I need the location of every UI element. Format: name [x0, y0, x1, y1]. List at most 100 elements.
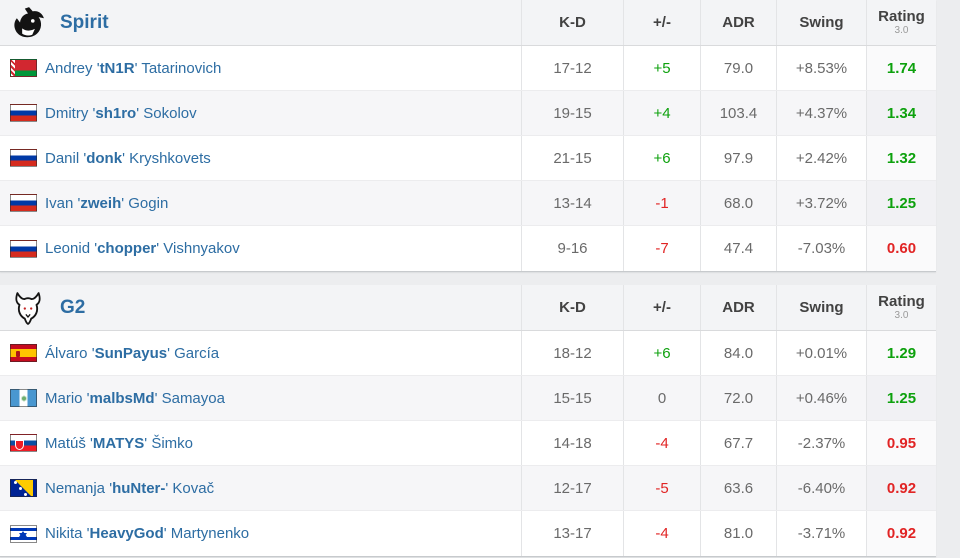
column-header-kd: K-D	[521, 0, 623, 45]
player-link[interactable]: Danil 'donk' Kryshkovets	[45, 149, 211, 167]
column-header-plus-minus: +/-	[623, 0, 700, 45]
player-link[interactable]: Matúš 'MATYS' Šimko	[45, 434, 193, 452]
player-link[interactable]: Álvaro 'SunPayus' García	[45, 344, 220, 362]
player-link[interactable]: Dmitry 'sh1ro' Sokolov	[45, 104, 197, 122]
player-cell: Leonid 'chopper' Vishnyakov	[0, 226, 521, 271]
player-link[interactable]: Mario 'malbsMd' Samayoa	[45, 389, 225, 407]
plus-minus-value: +5	[623, 46, 700, 90]
adr-value: 47.4	[700, 226, 776, 271]
column-header-plus-minus: +/-	[623, 285, 700, 330]
player-link[interactable]: Nikita 'HeavyGod' Martynenko	[45, 525, 250, 542]
adr-value: 79.0	[700, 46, 776, 90]
kd-value: 14-18	[521, 421, 623, 465]
player-link[interactable]: Ivan 'zweih' Gogin	[45, 194, 169, 212]
adr-value: 72.0	[700, 376, 776, 420]
plus-minus-value: -4	[623, 421, 700, 465]
quote: '	[165, 479, 173, 497]
quote: '	[87, 344, 95, 362]
team-link-g2[interactable]: G2	[10, 289, 85, 327]
team-table-spirit: Spirit K-D +/- ADR Swing Rating 3.0 Andr…	[0, 0, 936, 272]
table-header-spirit: Spirit K-D +/- ADR Swing Rating 3.0	[0, 0, 936, 46]
flag-russia-icon	[10, 194, 37, 212]
spirit-dragon-logo-icon	[10, 4, 46, 42]
column-header-kd: K-D	[521, 285, 623, 330]
team-name: Spirit	[60, 11, 109, 33]
quote: '	[90, 240, 98, 257]
rating-version: 3.0	[894, 310, 909, 321]
kd-value: 9-16	[521, 226, 623, 271]
player-cell: Mario 'malbsMd' Samayoa	[0, 376, 521, 420]
quote: '	[154, 389, 162, 407]
plus-minus-value: +6	[623, 331, 700, 375]
rating-value: 1.34	[866, 91, 936, 135]
player-link[interactable]: Leonid 'chopper' Vishnyakov	[45, 240, 240, 257]
team-header-cell: Spirit	[0, 0, 521, 45]
adr-value: 67.7	[700, 421, 776, 465]
column-header-adr: ADR	[700, 285, 776, 330]
flag-russia-icon	[10, 104, 37, 122]
quote: '	[156, 240, 164, 257]
plus-minus-value: -1	[623, 181, 700, 225]
player-row: Dmitry 'sh1ro' Sokolov 19-15 +4 103.4 +4…	[0, 91, 936, 136]
rating-value: 0.92	[866, 466, 936, 510]
plus-minus-value: -4	[623, 511, 700, 556]
player-row: Álvaro 'SunPayus' García 18-12 +6 84.0 +…	[0, 331, 936, 376]
quote: '	[82, 389, 90, 407]
quote: '	[136, 104, 144, 122]
rating-value: 1.29	[866, 331, 936, 375]
player-cell: Danil 'donk' Kryshkovets	[0, 136, 521, 180]
swing-value: +2.42%	[776, 136, 866, 180]
player-cell: Andrey 'tN1R' Tatarinovich	[0, 46, 521, 90]
quote: '	[92, 59, 100, 77]
team-link-spirit[interactable]: Spirit	[10, 4, 109, 42]
flag-israel-icon	[10, 524, 37, 543]
g2-goat-logo-icon	[10, 289, 46, 327]
swing-value: +0.46%	[776, 376, 866, 420]
plus-minus-value: +6	[623, 136, 700, 180]
player-row: Matúš 'MATYS' Šimko 14-18 -4 67.7 -2.37%…	[0, 421, 936, 466]
quote: '	[122, 149, 130, 167]
player-row: Nemanja 'huNter-' Kovač 12-17 -5 63.6 -6…	[0, 466, 936, 511]
player-row: Danil 'donk' Kryshkovets 21-15 +6 97.9 +…	[0, 136, 936, 181]
player-cell: Dmitry 'sh1ro' Sokolov	[0, 91, 521, 135]
swing-value: +0.01%	[776, 331, 866, 375]
rating-value: 1.32	[866, 136, 936, 180]
team-name: G2	[60, 296, 86, 318]
kd-value: 13-17	[521, 511, 623, 556]
flag-russia-icon	[10, 239, 37, 258]
adr-value: 97.9	[700, 136, 776, 180]
team-table-g2: G2 K-D +/- ADR Swing Rating 3.0 Álvaro '…	[0, 285, 936, 557]
player-link[interactable]: Andrey 'tN1R' Tatarinovich	[45, 59, 222, 77]
plus-minus-value: -5	[623, 466, 700, 510]
kd-value: 17-12	[521, 46, 623, 90]
flag-bosnia-icon	[10, 479, 37, 497]
quote: '	[144, 434, 152, 452]
section-gap	[0, 272, 960, 285]
column-header-rating: Rating 3.0	[866, 0, 936, 45]
kd-value: 19-15	[521, 91, 623, 135]
quote: '	[73, 194, 81, 212]
quote: '	[85, 434, 93, 452]
player-row: Ivan 'zweih' Gogin 13-14 -1 68.0 +3.72% …	[0, 181, 936, 226]
column-header-adr: ADR	[700, 0, 776, 45]
flag-belarus-icon	[10, 59, 37, 77]
quote: '	[163, 525, 171, 542]
swing-value: -3.71%	[776, 511, 866, 556]
player-cell: Matúš 'MATYS' Šimko	[0, 421, 521, 465]
rating-value: 1.74	[866, 46, 936, 90]
plus-minus-value: -7	[623, 226, 700, 271]
player-row: Andrey 'tN1R' Tatarinovich 17-12 +5 79.0…	[0, 46, 936, 91]
rating-label: Rating	[878, 293, 925, 310]
swing-value: -2.37%	[776, 421, 866, 465]
quote: '	[134, 59, 142, 77]
swing-value: -7.03%	[776, 226, 866, 271]
player-link[interactable]: Nemanja 'huNter-' Kovač	[45, 479, 215, 497]
rating-version: 3.0	[894, 25, 909, 36]
kd-value: 13-14	[521, 181, 623, 225]
column-header-swing: Swing	[776, 285, 866, 330]
player-cell: Nikita 'HeavyGod' Martynenko	[0, 511, 521, 556]
swing-value: +8.53%	[776, 46, 866, 90]
adr-value: 68.0	[700, 181, 776, 225]
adr-value: 81.0	[700, 511, 776, 556]
